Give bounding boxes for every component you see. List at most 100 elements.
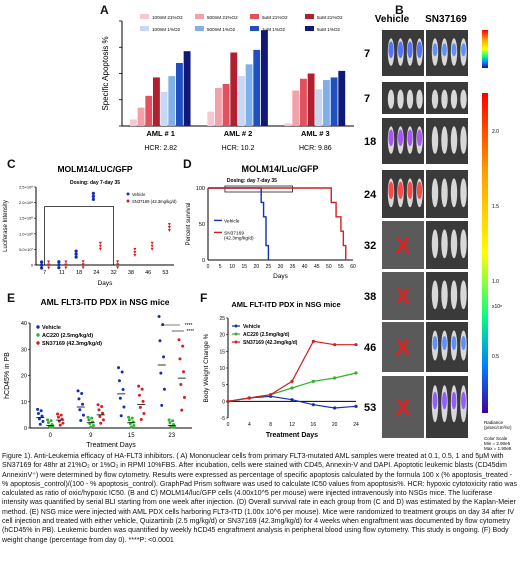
- y-tick-label: 0: [202, 258, 205, 264]
- legend-marker: [126, 192, 130, 196]
- legend-line-text: SN37169: [224, 230, 244, 236]
- data-point: [118, 396, 122, 400]
- legend-marker: [36, 333, 40, 337]
- data-point: [40, 260, 44, 264]
- legend-label: 5uM 21%O2: [262, 15, 288, 20]
- x-tick-label: 50: [326, 264, 332, 270]
- mouse-silhouette: [441, 126, 448, 154]
- legend-swatch: [305, 26, 314, 31]
- vehicle-image: [382, 376, 424, 438]
- y-tick-label: 100: [196, 186, 205, 192]
- y-tick-label: 25: [219, 316, 225, 322]
- mouse-silhouette: [416, 89, 423, 109]
- legend-marker: [234, 332, 238, 336]
- data-point: [46, 418, 50, 422]
- data-point: [141, 399, 145, 403]
- x-tick-label: 60: [350, 264, 356, 270]
- x-tick-label: 30: [278, 264, 284, 270]
- data-point: [150, 241, 154, 245]
- y-tick-label: 40: [21, 321, 27, 327]
- legend-swatch: [195, 14, 204, 19]
- colorbar-small: [482, 30, 488, 68]
- bar: [160, 91, 168, 126]
- data-point: [311, 379, 315, 383]
- mouse-silhouette: [431, 126, 439, 154]
- data-point: [47, 260, 51, 264]
- vehicle-image: [382, 322, 424, 372]
- signal-blob: [461, 391, 466, 410]
- data-point: [81, 402, 85, 406]
- data-point: [133, 248, 137, 252]
- bar: [323, 80, 330, 126]
- bar: [183, 51, 191, 126]
- dosing-box: [44, 206, 114, 266]
- data-point: [56, 412, 60, 416]
- day-label: 24: [364, 189, 377, 201]
- bar: [330, 77, 338, 126]
- chart-title: MOLM14/Luc/GFP: [241, 164, 318, 174]
- color-scale-label: Color Scale Min = 2.90e5 Max = 1.90e8: [484, 436, 512, 451]
- data-point: [121, 387, 125, 391]
- x-tick-label: 11: [59, 270, 65, 276]
- mouse-silhouette: [431, 280, 439, 310]
- x-tick-label: 55: [338, 264, 344, 270]
- data-point: [168, 421, 172, 425]
- bar: [168, 76, 176, 126]
- hcr-label: HCR: 2.82: [144, 145, 177, 152]
- legend-label: Vehicle: [42, 325, 61, 331]
- legend-line-text: (42.3mg/kg/d): [224, 235, 254, 241]
- dosing-label: Dosing: day 7-day 35: [70, 180, 120, 186]
- y-tick-label: 1.0×10⁸: [19, 231, 33, 236]
- data-point: [76, 389, 80, 393]
- legend-label: 5uM 1%O2: [317, 27, 340, 32]
- bli-imaging-panel: Vehicle SN37169 7 7 18 24 32 38 46 53 X X X X 2.0 1.5 1.…: [364, 14, 512, 451]
- data-point: [74, 249, 78, 253]
- bar: [261, 30, 268, 126]
- legend-label: SN37169 (42.3mg/kg/d): [243, 340, 298, 346]
- y-axis-label: Specific Apoptosis %: [101, 36, 110, 110]
- x-axis-label: Days: [98, 280, 114, 287]
- data-point: [99, 421, 103, 425]
- bar: [153, 77, 160, 126]
- data-point: [158, 339, 162, 343]
- data-point: [61, 421, 65, 425]
- bar: [222, 84, 230, 126]
- mouse-silhouette: [431, 229, 439, 259]
- data-point: [129, 425, 133, 429]
- mouse-silhouette: [387, 89, 395, 109]
- y-tick-label: 10: [21, 400, 27, 406]
- caption-text: Figure 1). Anti-Leukemia efficacy of HA-…: [2, 453, 518, 544]
- day-label: 7: [364, 93, 370, 105]
- bar: [338, 70, 346, 126]
- data-point: [167, 223, 171, 227]
- data-point: [64, 260, 68, 264]
- hcd45-scatter-chart: AML FLT3-ITD PDX in NSG mice 40 30 20 10 0 hCD…: [4, 297, 194, 449]
- day-label: 32: [364, 240, 376, 252]
- data-point: [157, 314, 161, 318]
- legend-label: 500nM 1%O2: [207, 27, 236, 32]
- bar: [130, 119, 137, 126]
- hcr-label: HCR: 9.86: [299, 145, 332, 152]
- legend-label: Vehicle: [132, 192, 146, 197]
- y-tick-label: 20: [219, 333, 225, 339]
- signal-blob: [461, 43, 466, 57]
- signal-blob: [416, 181, 423, 200]
- x-tick-label: 45: [314, 264, 320, 270]
- chart-title: AML FLT-ITD PDX in NSG mice: [231, 300, 340, 309]
- data-point: [57, 266, 61, 270]
- data-point: [49, 419, 53, 423]
- bar: [253, 49, 261, 126]
- y-tick-label: 1.5×10⁸: [19, 216, 33, 221]
- legend-swatch: [250, 26, 259, 31]
- data-point: [182, 395, 186, 399]
- data-point: [179, 383, 183, 387]
- radiance-label: Radiance (p/sec/cm²/sr): [484, 420, 512, 430]
- day-label: 7: [364, 48, 370, 60]
- data-point: [162, 355, 166, 359]
- signal-blob: [388, 129, 394, 147]
- x-tick-label: 4: [248, 422, 251, 428]
- body-weight-line-chart: AML FLT-ITD PDX in NSG mice2520151050-5B…: [203, 300, 359, 439]
- mouse-silhouette: [450, 229, 458, 259]
- data-point: [139, 418, 143, 422]
